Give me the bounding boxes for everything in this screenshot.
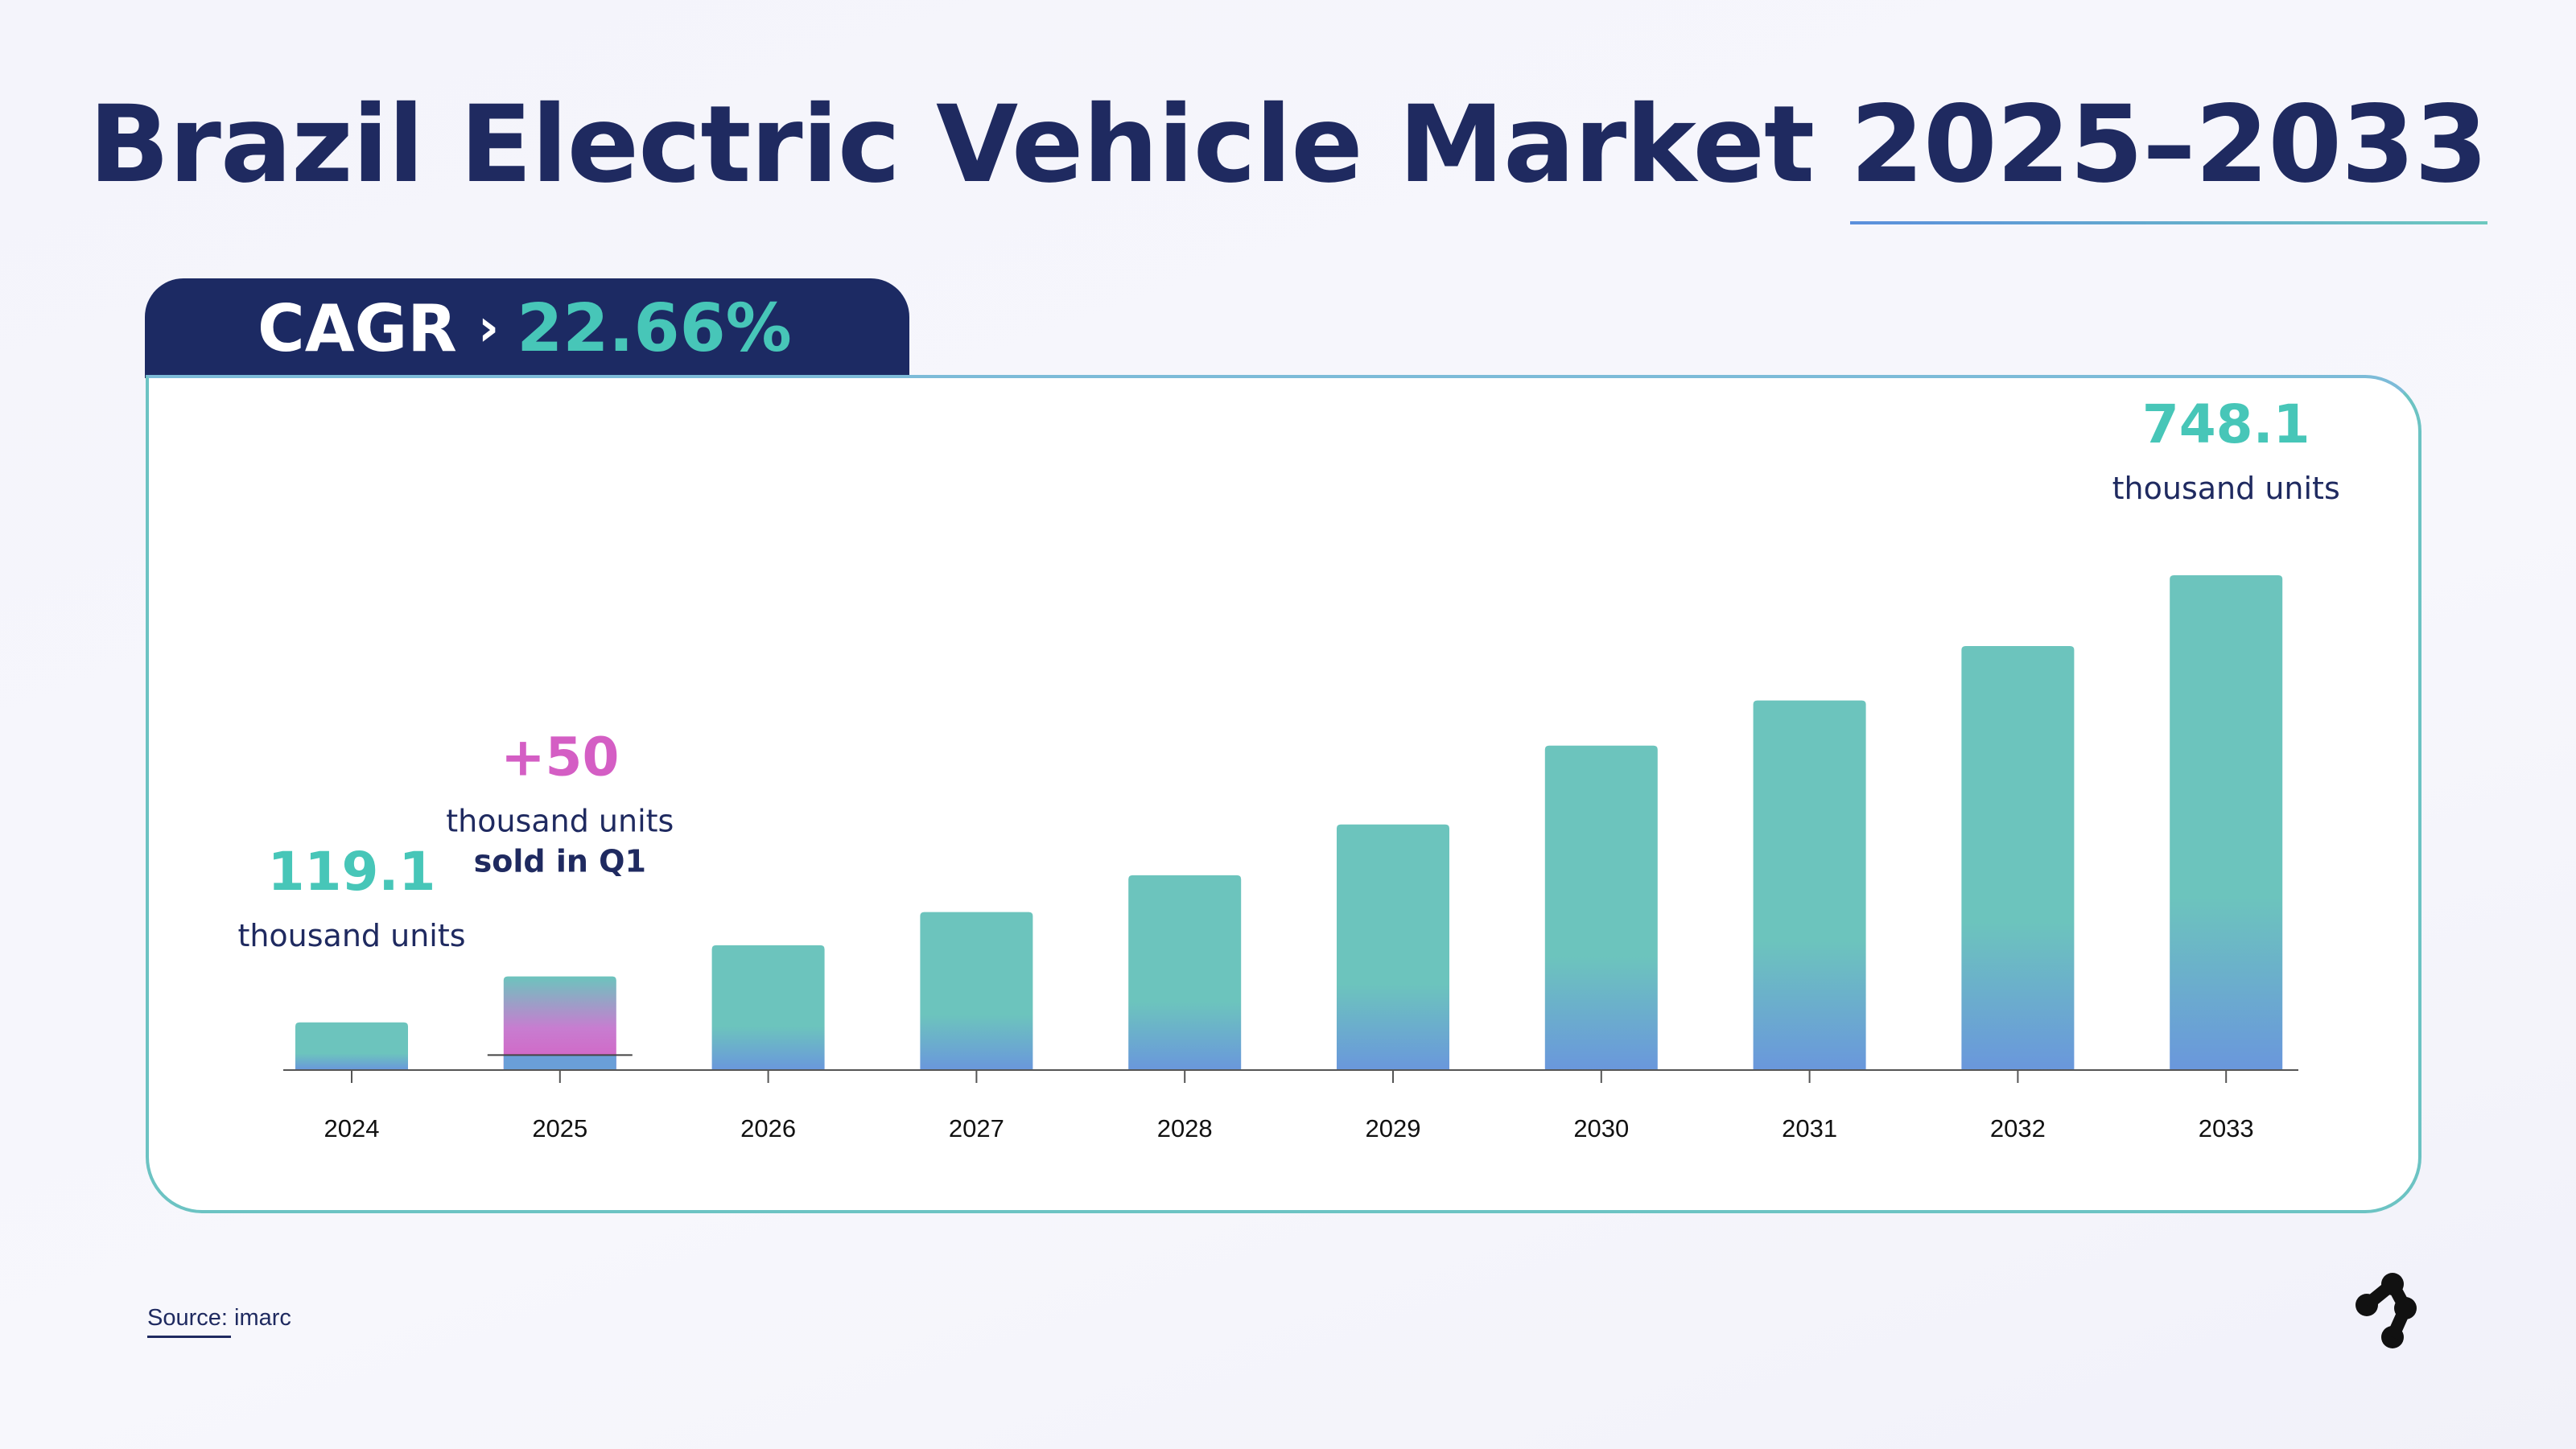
cagr-tab: CAGR › 22.66% [145, 278, 909, 378]
x-tick-label-2028: 2028 [1157, 1114, 1213, 1142]
x-tick-label-2032: 2032 [1990, 1114, 2046, 1142]
x-tick-label-2025: 2025 [532, 1114, 587, 1142]
bar-2024 [295, 1022, 408, 1070]
bar-2025 [503, 976, 616, 1070]
bar-2026 [711, 945, 825, 1070]
title-main: Brazil Electric Vehicle Market [89, 83, 1815, 207]
cagr-value: 22.66% [517, 290, 792, 367]
title-years: 2025–2033 [1850, 76, 2488, 224]
x-tick-label-2031: 2031 [1782, 1114, 1837, 1142]
brand-logo-icon [2355, 1273, 2417, 1348]
page-title: Brazil Electric Vehicle Market 2025–2033 [0, 76, 2576, 224]
bar-2031 [1753, 700, 1866, 1070]
x-tick-label-2029: 2029 [1366, 1114, 1421, 1142]
annotation-unit-2025: thousand units [446, 804, 674, 839]
x-tick-label-2027: 2027 [949, 1114, 1004, 1142]
bar-2030 [1544, 745, 1658, 1070]
bar-2029 [1337, 824, 1449, 1070]
x-tick-label-2026: 2026 [740, 1114, 796, 1142]
annotation-value-2033: 748.1 [2142, 393, 2310, 455]
bar-2033 [2170, 575, 2283, 1070]
bar-2032 [1961, 645, 2075, 1070]
x-tick-label-2024: 2024 [324, 1114, 380, 1142]
bar-2027 [920, 912, 1033, 1070]
chevron-right-icon: › [477, 298, 500, 358]
annotation-value-2025: +50 [501, 727, 619, 788]
cagr-label: CAGR [258, 290, 457, 366]
bar-2028 [1128, 875, 1242, 1070]
annotation-unit-2033: thousand units [2112, 471, 2340, 506]
x-tick-label-2030: 2030 [1573, 1114, 1629, 1142]
bar-q1-base-2025 [503, 1055, 616, 1070]
x-tick-label-2033: 2033 [2199, 1114, 2254, 1142]
annotation-value-2024: 119.1 [268, 841, 436, 903]
source-note: Source: imarc [147, 1305, 291, 1338]
annotation-note-2025: sold in Q1 [474, 844, 646, 879]
annotation-unit-2024: thousand units [237, 918, 465, 953]
